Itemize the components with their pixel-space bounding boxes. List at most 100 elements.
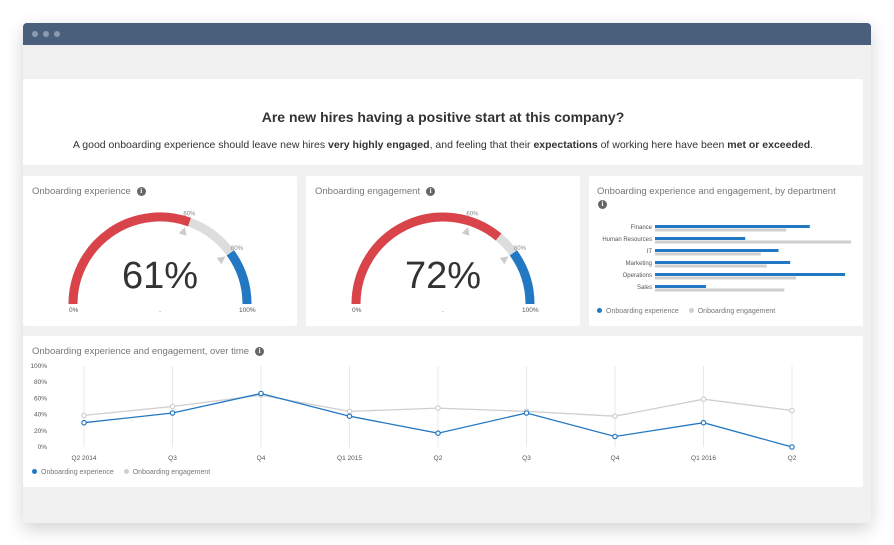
data-point <box>612 433 618 440</box>
gauge-max-label: 100% <box>239 307 256 314</box>
gauge-fill <box>68 212 192 305</box>
window-control-dot[interactable] <box>32 31 38 37</box>
data-point <box>81 419 87 426</box>
chart-legend: Onboarding experience Onboarding engagem… <box>32 469 210 476</box>
data-point <box>169 410 176 416</box>
x-tick-label: Q1 2016 <box>691 455 716 462</box>
data-point <box>789 407 795 414</box>
gauge-marker <box>178 227 187 236</box>
category-label: Sales <box>637 285 652 291</box>
gauge-target-zone <box>226 250 252 305</box>
info-icon[interactable]: i <box>598 200 607 209</box>
data-point <box>700 419 707 426</box>
category-label: Marketing <box>626 261 652 267</box>
card-title: Onboarding experience i <box>32 186 146 197</box>
bar <box>655 288 785 292</box>
x-tick-label: Q2 <box>434 455 443 462</box>
subtitle-text: A good onboarding experience should leav… <box>72 139 329 151</box>
gauge-marker-label: 80% <box>514 246 527 252</box>
page-title: Are new hires having a positive start at… <box>261 109 625 125</box>
bar <box>655 285 706 288</box>
x-tick-label: Q3 <box>522 455 531 462</box>
subtitle-emphasis: expectations <box>533 139 598 151</box>
legend-label[interactable]: Onboarding engagement <box>132 469 211 476</box>
card-title: Onboarding experience and engagement, ov… <box>32 346 265 357</box>
legend-label[interactable]: Onboarding experience <box>606 308 679 315</box>
bar <box>655 264 767 268</box>
department-bar-chart: Finance Human Resources IT Marketing Operati… <box>602 225 851 292</box>
chart-legend: Onboarding experience Onboarding engagem… <box>597 308 775 315</box>
card-title-text: Onboarding experience <box>32 186 131 197</box>
subtitle-emphasis: met or exceeded <box>727 139 811 151</box>
x-tick-label: Q3 <box>168 455 177 462</box>
header-card: Are new hires having a positive start at… <box>23 79 863 165</box>
bar <box>655 249 779 252</box>
data-point <box>346 408 353 415</box>
browser-window: Are new hires having a positive start at… <box>23 23 871 523</box>
bar <box>655 225 810 228</box>
gauge-target-zone <box>509 250 535 305</box>
subtitle-text: . <box>810 139 814 151</box>
gauge-marker <box>499 256 509 265</box>
page-subtitle: A good onboarding experience should leav… <box>23 139 863 151</box>
info-icon[interactable]: i <box>136 187 146 196</box>
bar <box>655 273 846 276</box>
y-tick-label: 0% <box>38 444 48 451</box>
bar <box>655 228 787 232</box>
gauge-mid-label: . <box>159 307 161 314</box>
legend-swatch <box>32 469 37 474</box>
department-chart-card: Onboarding experience and engagement, by… <box>589 176 863 326</box>
y-tick-label: 40% <box>34 412 47 419</box>
y-tick-label: 100% <box>30 363 47 370</box>
data-point <box>789 444 795 450</box>
bar <box>655 261 791 264</box>
x-tick-label: Q2 2014 <box>72 455 97 462</box>
gauge-chart: 60% 80% 61% 0% . 100% <box>68 212 256 314</box>
subtitle-text: , and feeling that their <box>429 139 534 151</box>
time-series-line-chart: Q2 2014 Q3 Q4 Q1 2015 Q2 Q3 Q4 Q1 2016 Q2 100% 80%… <box>30 363 797 462</box>
legend-label[interactable]: Onboarding experience <box>41 469 114 476</box>
category-label: Finance <box>631 225 653 231</box>
y-tick-label: 80% <box>34 379 47 386</box>
y-tick-label: 20% <box>34 428 47 435</box>
legend-swatch <box>597 308 602 313</box>
data-point <box>523 410 530 416</box>
data-point <box>258 390 264 397</box>
category-label: Human Resources <box>602 237 652 243</box>
gauge-max-label: 100% <box>522 307 539 314</box>
data-point <box>81 412 87 419</box>
window-control-dot[interactable] <box>54 31 60 37</box>
legend-swatch <box>688 308 694 313</box>
gauge-marker <box>216 256 226 265</box>
gauge-min-label: 0% <box>69 307 79 314</box>
gauge-marker-label: 80% <box>231 246 244 252</box>
info-icon[interactable]: i <box>255 347 265 356</box>
data-point <box>346 413 353 420</box>
window-titlebar <box>23 23 871 45</box>
category-label: Operations <box>623 273 652 279</box>
gauge-fill <box>351 212 502 305</box>
bar <box>655 237 746 240</box>
bar <box>655 252 761 256</box>
gauge-value: 72% <box>405 255 481 297</box>
card-title: Onboarding engagement i <box>315 186 436 197</box>
x-tick-label: Q2 <box>788 455 797 462</box>
card-title-text: Onboarding experience and engagement, ov… <box>32 346 250 357</box>
gauge-marker-label: 60% <box>183 212 196 218</box>
info-icon[interactable]: i <box>426 187 436 196</box>
gauge-value: 61% <box>122 255 198 297</box>
subtitle-text: of working here have been <box>597 139 728 151</box>
gauge-card-engagement: Onboarding engagement i 60% 80% 72% 0% . … <box>306 176 580 326</box>
bar <box>655 276 797 280</box>
card-title-text: Onboarding engagement <box>315 186 421 197</box>
gauge-card-experience: Onboarding experience i 60% 80% 61% 0% . … <box>23 176 297 326</box>
data-point <box>700 396 707 403</box>
window-control-dot[interactable] <box>43 31 49 37</box>
data-point <box>169 403 176 410</box>
legend-label[interactable]: Onboarding engagement <box>697 308 776 315</box>
gauge-mid-label: . <box>442 307 444 314</box>
y-tick-label: 60% <box>34 395 47 402</box>
data-point <box>435 405 441 411</box>
time-series-card: Onboarding experience and engagement, ov… <box>23 336 863 487</box>
card-title: Onboarding experience and engagement, by… <box>597 186 836 197</box>
